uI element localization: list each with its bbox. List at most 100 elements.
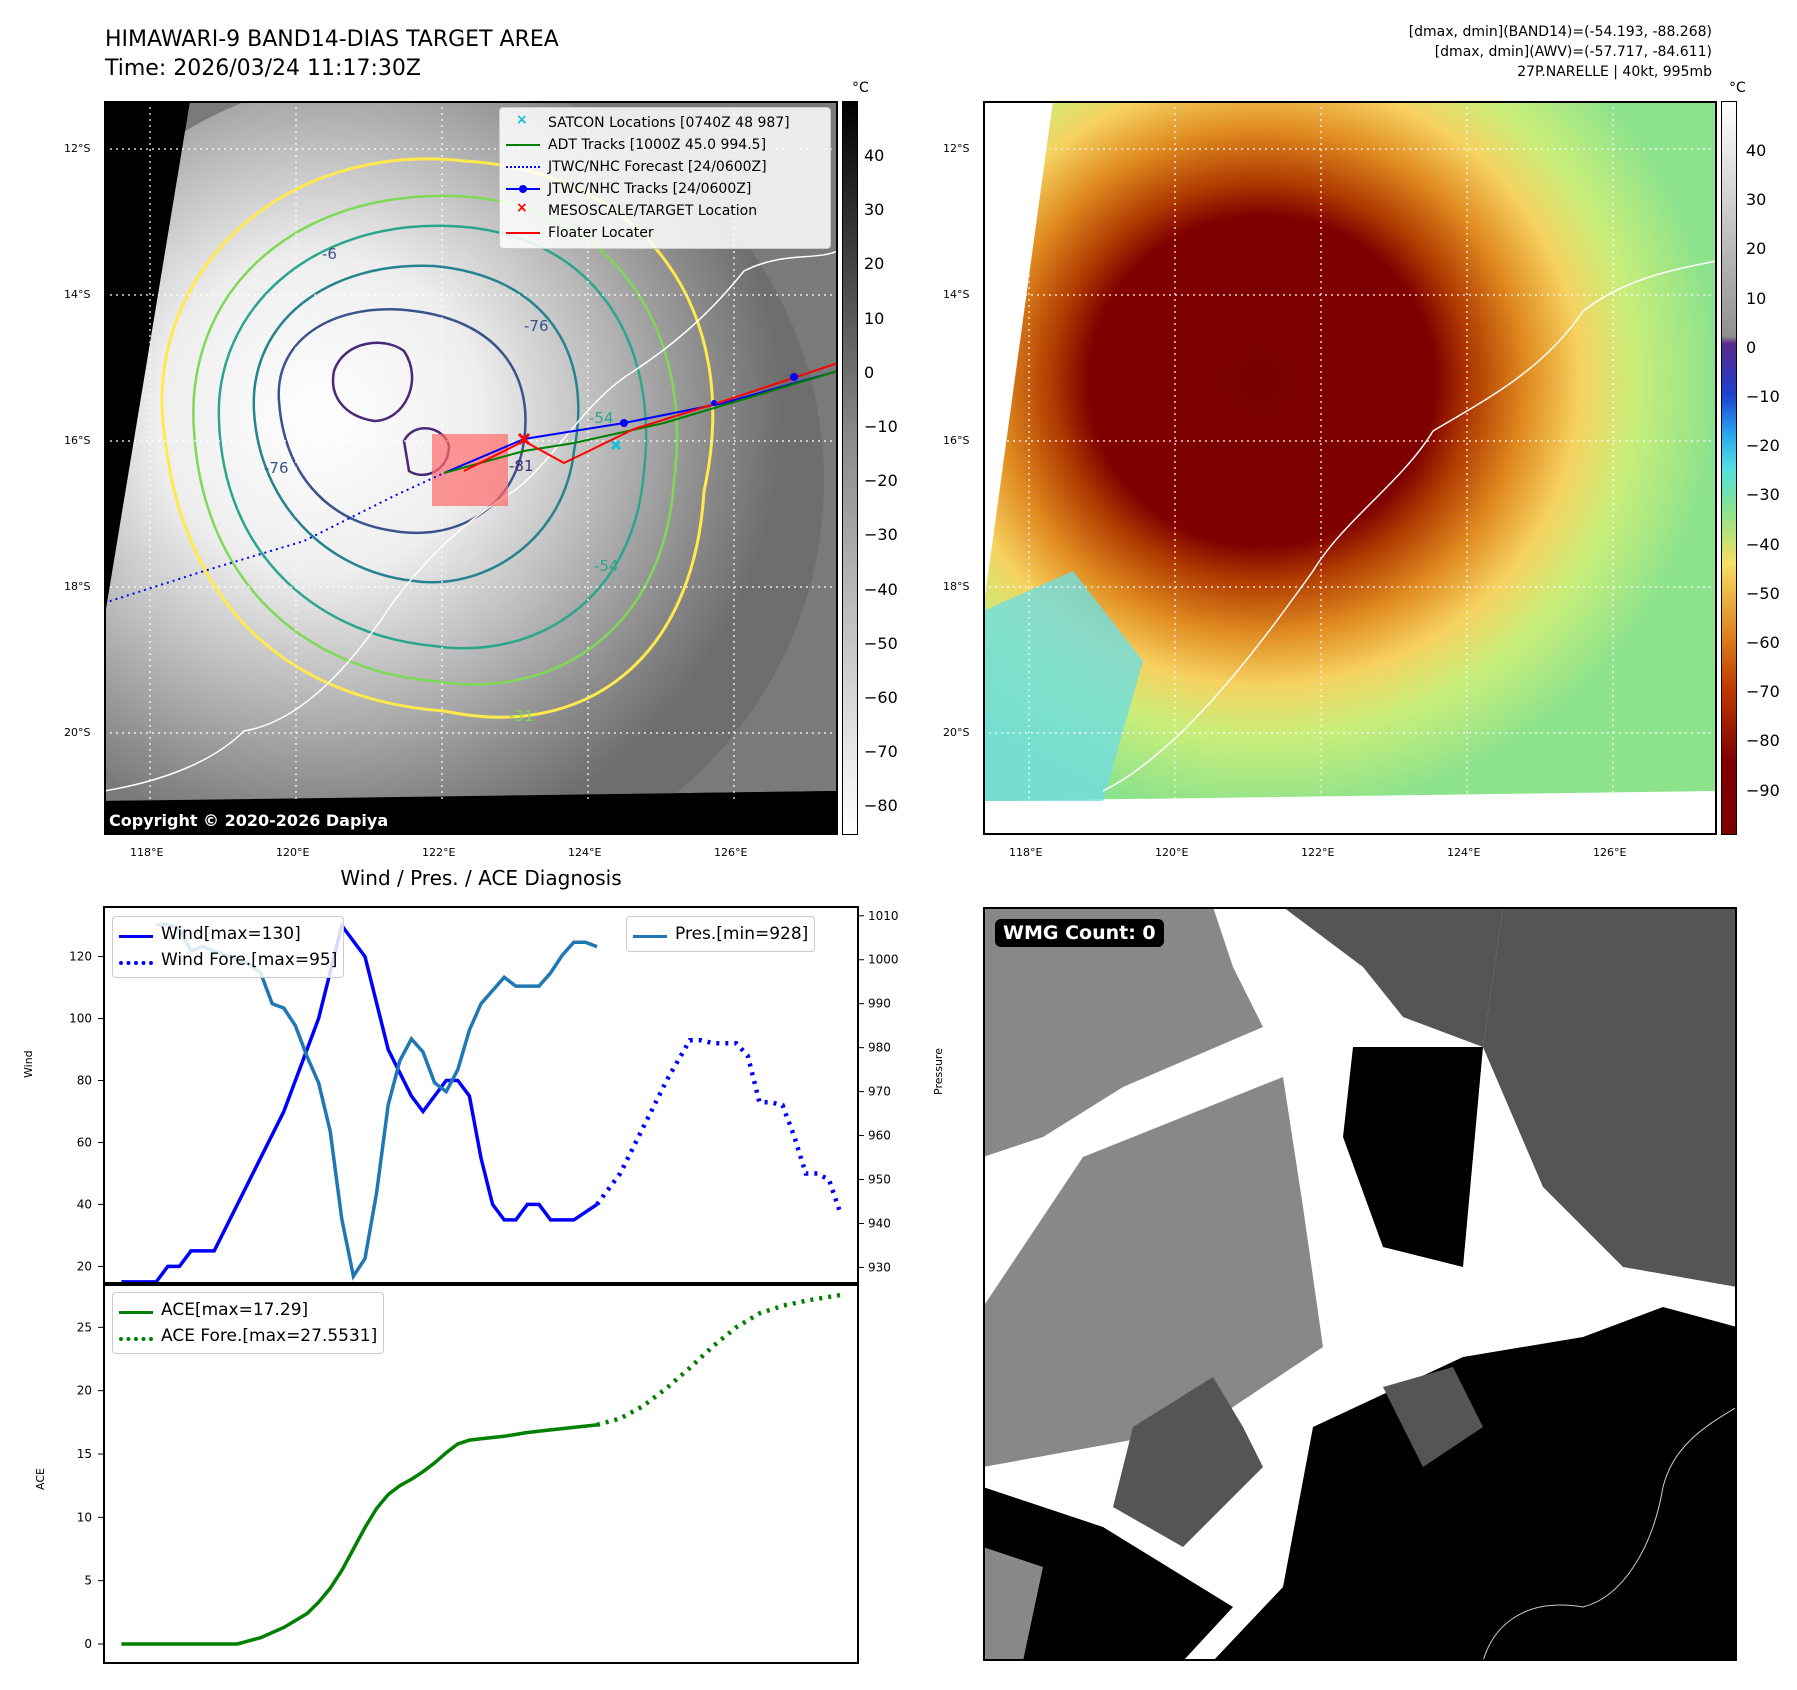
ace-axis-label: ACE [34, 1468, 47, 1490]
legend-item-wind-forecast: Wind Fore.[max=95] [119, 947, 337, 973]
ace-chart: 0 5 10 15 20 25 [77, 1282, 859, 1667]
colorbar-tick-label: 40 [1746, 141, 1767, 160]
legend-item-jtwc-forecast: JTWC/NHC Forecast [24/0600Z] [506, 156, 824, 178]
legend-item-floater: Floater Locater [506, 222, 824, 244]
y-tick-label: 20 [77, 1384, 92, 1398]
contour-label: -54 [589, 409, 614, 427]
colorbar-right-unit: °C [1729, 80, 1746, 96]
colorbar-tick-label: −80 [1746, 731, 1780, 751]
chart-frame [103, 1282, 859, 1664]
colorbar-tick-label: 20 [1746, 239, 1767, 259]
copyright-label: Copyright © 2020-2026 Dapiya [106, 811, 392, 830]
series-line [596, 1292, 841, 1428]
colorbar-tick-label: −20 [864, 471, 898, 491]
y-tick-label: 0 [84, 1637, 92, 1651]
wind-legend-icon [119, 923, 153, 945]
ace-forecast-legend-icon [119, 1325, 153, 1347]
lon-label: 122°E [1301, 846, 1335, 859]
legend-label: Wind[max=130] [161, 924, 301, 944]
colorbar-tick-label: −70 [1746, 682, 1780, 702]
series-line [121, 921, 598, 1284]
chart-title: Wind / Pres. / ACE Diagnosis [340, 866, 622, 890]
contour-label: -81 [509, 457, 534, 475]
colorbar-tick-label: 20 [864, 254, 885, 274]
satcon-marker [610, 439, 622, 451]
lat-label: 16°S [943, 434, 970, 447]
ir-map-panel: -76 -6 -76 -54 -54 -31 -81 Copyright © 2… [0, 71, 839, 891]
ace-svg: 0 5 10 15 20 25 [77, 1282, 859, 1664]
map-gridlines [983, 101, 1717, 801]
jtwc-forecast-legend-icon [506, 156, 540, 178]
y2-tick-label: 960 [868, 1129, 891, 1143]
color-ir-map [983, 101, 1718, 835]
y2-tick-label: 1000 [868, 953, 899, 967]
colorbar-left-unit: °C [852, 80, 869, 96]
contour-label: -6 [322, 245, 337, 263]
mesoscale-target-box [432, 434, 508, 506]
lat-label: 18°S [64, 580, 91, 593]
legend-label: ACE Fore.[max=27.5531] [161, 1326, 378, 1346]
y-tick-label: 5 [84, 1574, 92, 1588]
colorbar-left [842, 101, 858, 835]
lon-label: 124°E [1447, 846, 1481, 859]
lon-label: 120°E [1155, 846, 1189, 859]
y-tick-label: 15 [77, 1447, 92, 1461]
lat-label: 14°S [943, 288, 970, 301]
y-tick-label: 100 [69, 1012, 92, 1026]
colorbar-tick-label: −90 [1746, 780, 1780, 800]
colorbar-tick-label: −30 [1746, 485, 1780, 505]
lat-label: 16°S [64, 434, 91, 447]
y-tick-label: 20 [77, 1259, 92, 1273]
lon-label: 122°E [422, 846, 456, 859]
legend-item-ace: ACE[max=17.29] [119, 1297, 377, 1323]
y2-tick-label: 990 [868, 997, 891, 1011]
colorbar-tick-label: −10 [1746, 387, 1780, 406]
legend-label: Pres.[min=928] [675, 924, 809, 944]
colorbar-right [1721, 101, 1737, 835]
contour-label: -76 [264, 459, 289, 477]
colorbar-tick-label: 0 [864, 362, 875, 382]
y2-tick-label: 980 [868, 1041, 891, 1055]
wind-forecast-legend-icon [119, 949, 153, 971]
lat-label: 20°S [943, 726, 970, 739]
colorbar-tick-label: −40 [864, 579, 898, 599]
series-line [121, 1423, 598, 1646]
contour-label: -54 [594, 557, 619, 575]
color-ir-map-panel [983, 101, 1718, 835]
legend-item-wind: Wind[max=130] [119, 921, 337, 947]
contour-labels: -76 -6 -76 -54 -54 -31 -81 [264, 245, 619, 725]
legend-label: ACE[max=17.29] [161, 1300, 309, 1320]
colorbar-tick-label: −30 [864, 525, 898, 545]
floater-track [463, 362, 839, 472]
colorbar-tick-label: −20 [1746, 436, 1780, 456]
colorbar-tick-label: 10 [864, 308, 885, 328]
lat-label: 20°S [64, 726, 91, 739]
contour-label: -31 [509, 707, 534, 725]
figure-time: Time: 2026/03/24 11:17:30Z [105, 56, 421, 81]
pressure-legend-icon [633, 923, 667, 945]
pressure-axis-label: Pressure [932, 1048, 945, 1095]
y-tick-label: 25 [77, 1320, 92, 1334]
colorbar-tick-label: 0 [1746, 337, 1757, 357]
legend-item-ace-forecast: ACE Fore.[max=27.5531] [119, 1323, 377, 1349]
y-tick-label: 120 [69, 950, 92, 964]
pressure-legend: Pres.[min=928] [626, 916, 816, 952]
ace-legend: ACE[max=17.29] ACE Fore.[max=27.5531] [112, 1292, 385, 1354]
lon-label: 118°E [1009, 846, 1043, 859]
lon-label: 120°E [276, 846, 310, 859]
ir-map-frame [104, 101, 838, 835]
y2-tick-label: 940 [868, 1216, 891, 1230]
lat-label: 12°S [943, 142, 970, 155]
series-line [595, 1037, 843, 1215]
legend-item-adt: ADT Tracks [1000Z 45.0 994.5] [506, 134, 824, 156]
mesoscale-legend-icon: × [516, 200, 528, 216]
y2-tick-label: 930 [868, 1260, 891, 1274]
wmg-panel: WMG Count: 0 [983, 907, 1737, 1661]
lon-label: 126°E [714, 846, 748, 859]
legend-item-jtwc-tracks: JTWC/NHC Tracks [24/0600Z] [506, 178, 824, 200]
info-storm: 27P.NARELLE | 40kt, 995mb [1517, 64, 1712, 80]
y2-tick-label: 970 [868, 1085, 891, 1099]
lon-label: 126°E [1593, 846, 1627, 859]
wind-axis-label: Wind [22, 1050, 35, 1078]
contour-label: -76 [524, 317, 549, 335]
